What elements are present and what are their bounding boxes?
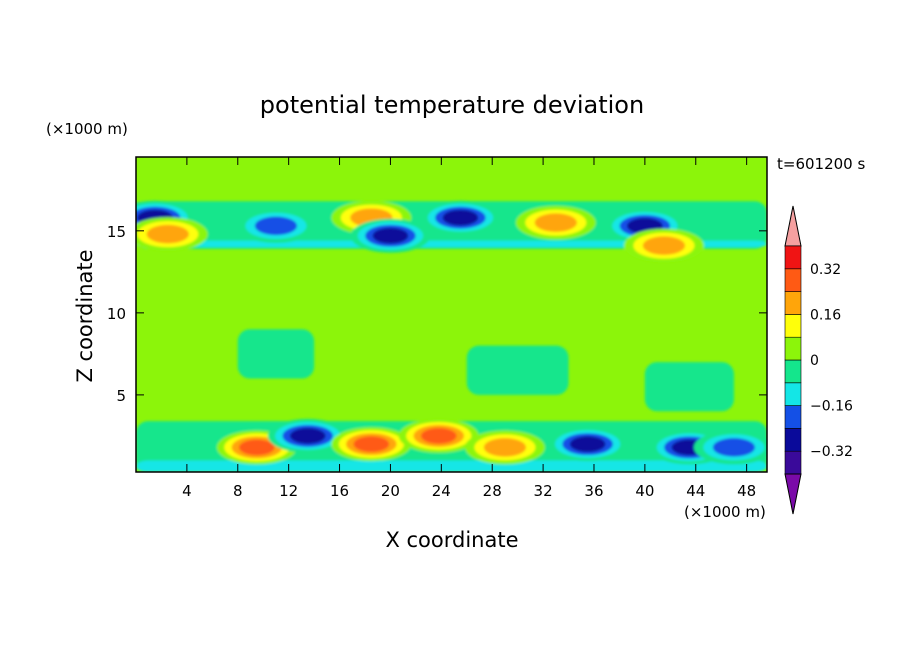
colorbar-tick-label: −0.16 xyxy=(810,399,853,415)
contour-feature xyxy=(642,236,686,255)
colorbar-segment xyxy=(784,450,802,475)
contour-feature xyxy=(239,439,275,456)
x-tick-label: 48 xyxy=(737,482,756,500)
contour-feature xyxy=(569,436,606,452)
x-tick-label: 32 xyxy=(534,482,553,500)
contour-feature xyxy=(146,224,189,244)
colorbar-segment xyxy=(784,268,802,292)
x-tick-label: 16 xyxy=(330,482,349,500)
colorbar-min-arrow xyxy=(784,473,802,515)
y-tick-label: 15 xyxy=(107,223,126,241)
colorbar: 0.32 0.16 0 −0.16 −0.32 xyxy=(784,205,853,515)
contour-feature xyxy=(442,209,479,226)
x-tick-label: 28 xyxy=(483,482,502,500)
colorbar-tick-label: 0.32 xyxy=(810,262,841,278)
contour-band xyxy=(237,329,315,379)
colorbar-max-arrow xyxy=(784,205,802,247)
x-tick-label: 12 xyxy=(279,482,298,500)
colorbar-segment xyxy=(784,314,802,338)
colorbar-segment xyxy=(784,359,802,384)
contour-band xyxy=(644,362,734,412)
y-unit-label: (×1000 m) xyxy=(46,120,128,138)
x-tick-label: 44 xyxy=(686,482,705,500)
contour-band xyxy=(136,240,767,248)
colorbar-segment xyxy=(784,405,802,429)
x-tick-label: 4 xyxy=(182,482,192,500)
contour-band xyxy=(136,460,767,472)
colorbar-segment xyxy=(784,382,802,406)
colorbar-tick-label: −0.32 xyxy=(810,444,853,460)
contour-feature xyxy=(712,438,756,457)
colorbar-segment xyxy=(784,336,802,361)
x-tick-label: 24 xyxy=(432,482,451,500)
time-label: t=601200 s xyxy=(777,155,865,173)
x-tick-label: 20 xyxy=(381,482,400,500)
plot-frame xyxy=(135,156,768,473)
x-tick-label: 40 xyxy=(635,482,654,500)
colorbar-segment xyxy=(784,291,802,315)
contour-feature xyxy=(372,227,409,244)
contour-feature xyxy=(289,428,326,444)
x-axis-label: X coordinate xyxy=(385,528,518,552)
colorbar-segment xyxy=(784,428,802,452)
contour-feature xyxy=(420,428,457,444)
x-unit-label: (×1000 m) xyxy=(684,503,766,521)
colorbar-tick-label: 0 xyxy=(810,353,819,369)
contour-feature xyxy=(483,438,527,457)
contour-feature xyxy=(353,436,390,452)
contour-feature xyxy=(254,216,298,236)
y-tick-label: 5 xyxy=(116,387,126,405)
x-tick-label: 36 xyxy=(584,482,603,500)
colorbar-segment xyxy=(784,245,802,270)
chart-title: potential temperature deviation xyxy=(260,91,644,119)
contour-feature xyxy=(534,213,577,232)
x-tick-label: 8 xyxy=(233,482,243,500)
colorbar-tick-label: 0.16 xyxy=(810,307,841,323)
y-tick-label: 10 xyxy=(107,305,126,323)
contour-band xyxy=(466,345,569,395)
plot-area xyxy=(136,157,767,472)
y-axis-label: Z coordinate xyxy=(73,249,97,382)
